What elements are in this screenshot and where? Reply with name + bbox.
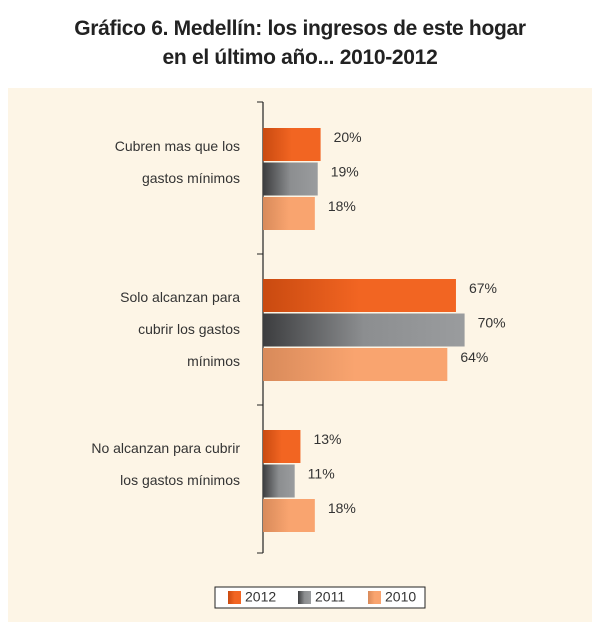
- value-label: 11%: [308, 466, 335, 482]
- bar: [263, 128, 321, 161]
- value-label: 20%: [334, 129, 362, 145]
- bar: [263, 499, 315, 532]
- category-label: No alcanzan para cubrir los gastos mínim…: [91, 440, 240, 488]
- legend-label: 2011: [315, 589, 345, 605]
- value-label: 64%: [460, 349, 488, 365]
- legend-swatch: [368, 591, 381, 604]
- bar: [263, 197, 315, 230]
- chart-title: Gráfico 6. Medellín: los ingresos de est…: [0, 14, 600, 72]
- title-line: Gráfico 6. Medellín: los ingresos de est…: [74, 17, 526, 40]
- bar: [263, 464, 295, 498]
- value-label: 18%: [328, 500, 356, 516]
- bar: [263, 279, 456, 312]
- legend-swatch: [298, 591, 311, 604]
- bar: [263, 162, 318, 196]
- value-label: 67%: [469, 280, 497, 296]
- bar: [263, 313, 465, 347]
- bar: [263, 348, 448, 381]
- value-label: 70%: [478, 315, 506, 331]
- value-label: 19%: [331, 164, 359, 180]
- legend-swatch: [228, 591, 241, 604]
- value-label: 18%: [328, 198, 356, 214]
- category-label: Cubren mas que los gastos mínimos: [114, 138, 240, 186]
- category-label: Solo alcanzan para cubrir los gastos mín…: [120, 289, 240, 369]
- legend-label: 2012: [245, 589, 276, 605]
- value-label: 13%: [313, 431, 341, 447]
- legend-label: 2010: [385, 589, 416, 605]
- bar: [263, 430, 301, 463]
- title-line: en el último año... 2010-2012: [162, 46, 438, 69]
